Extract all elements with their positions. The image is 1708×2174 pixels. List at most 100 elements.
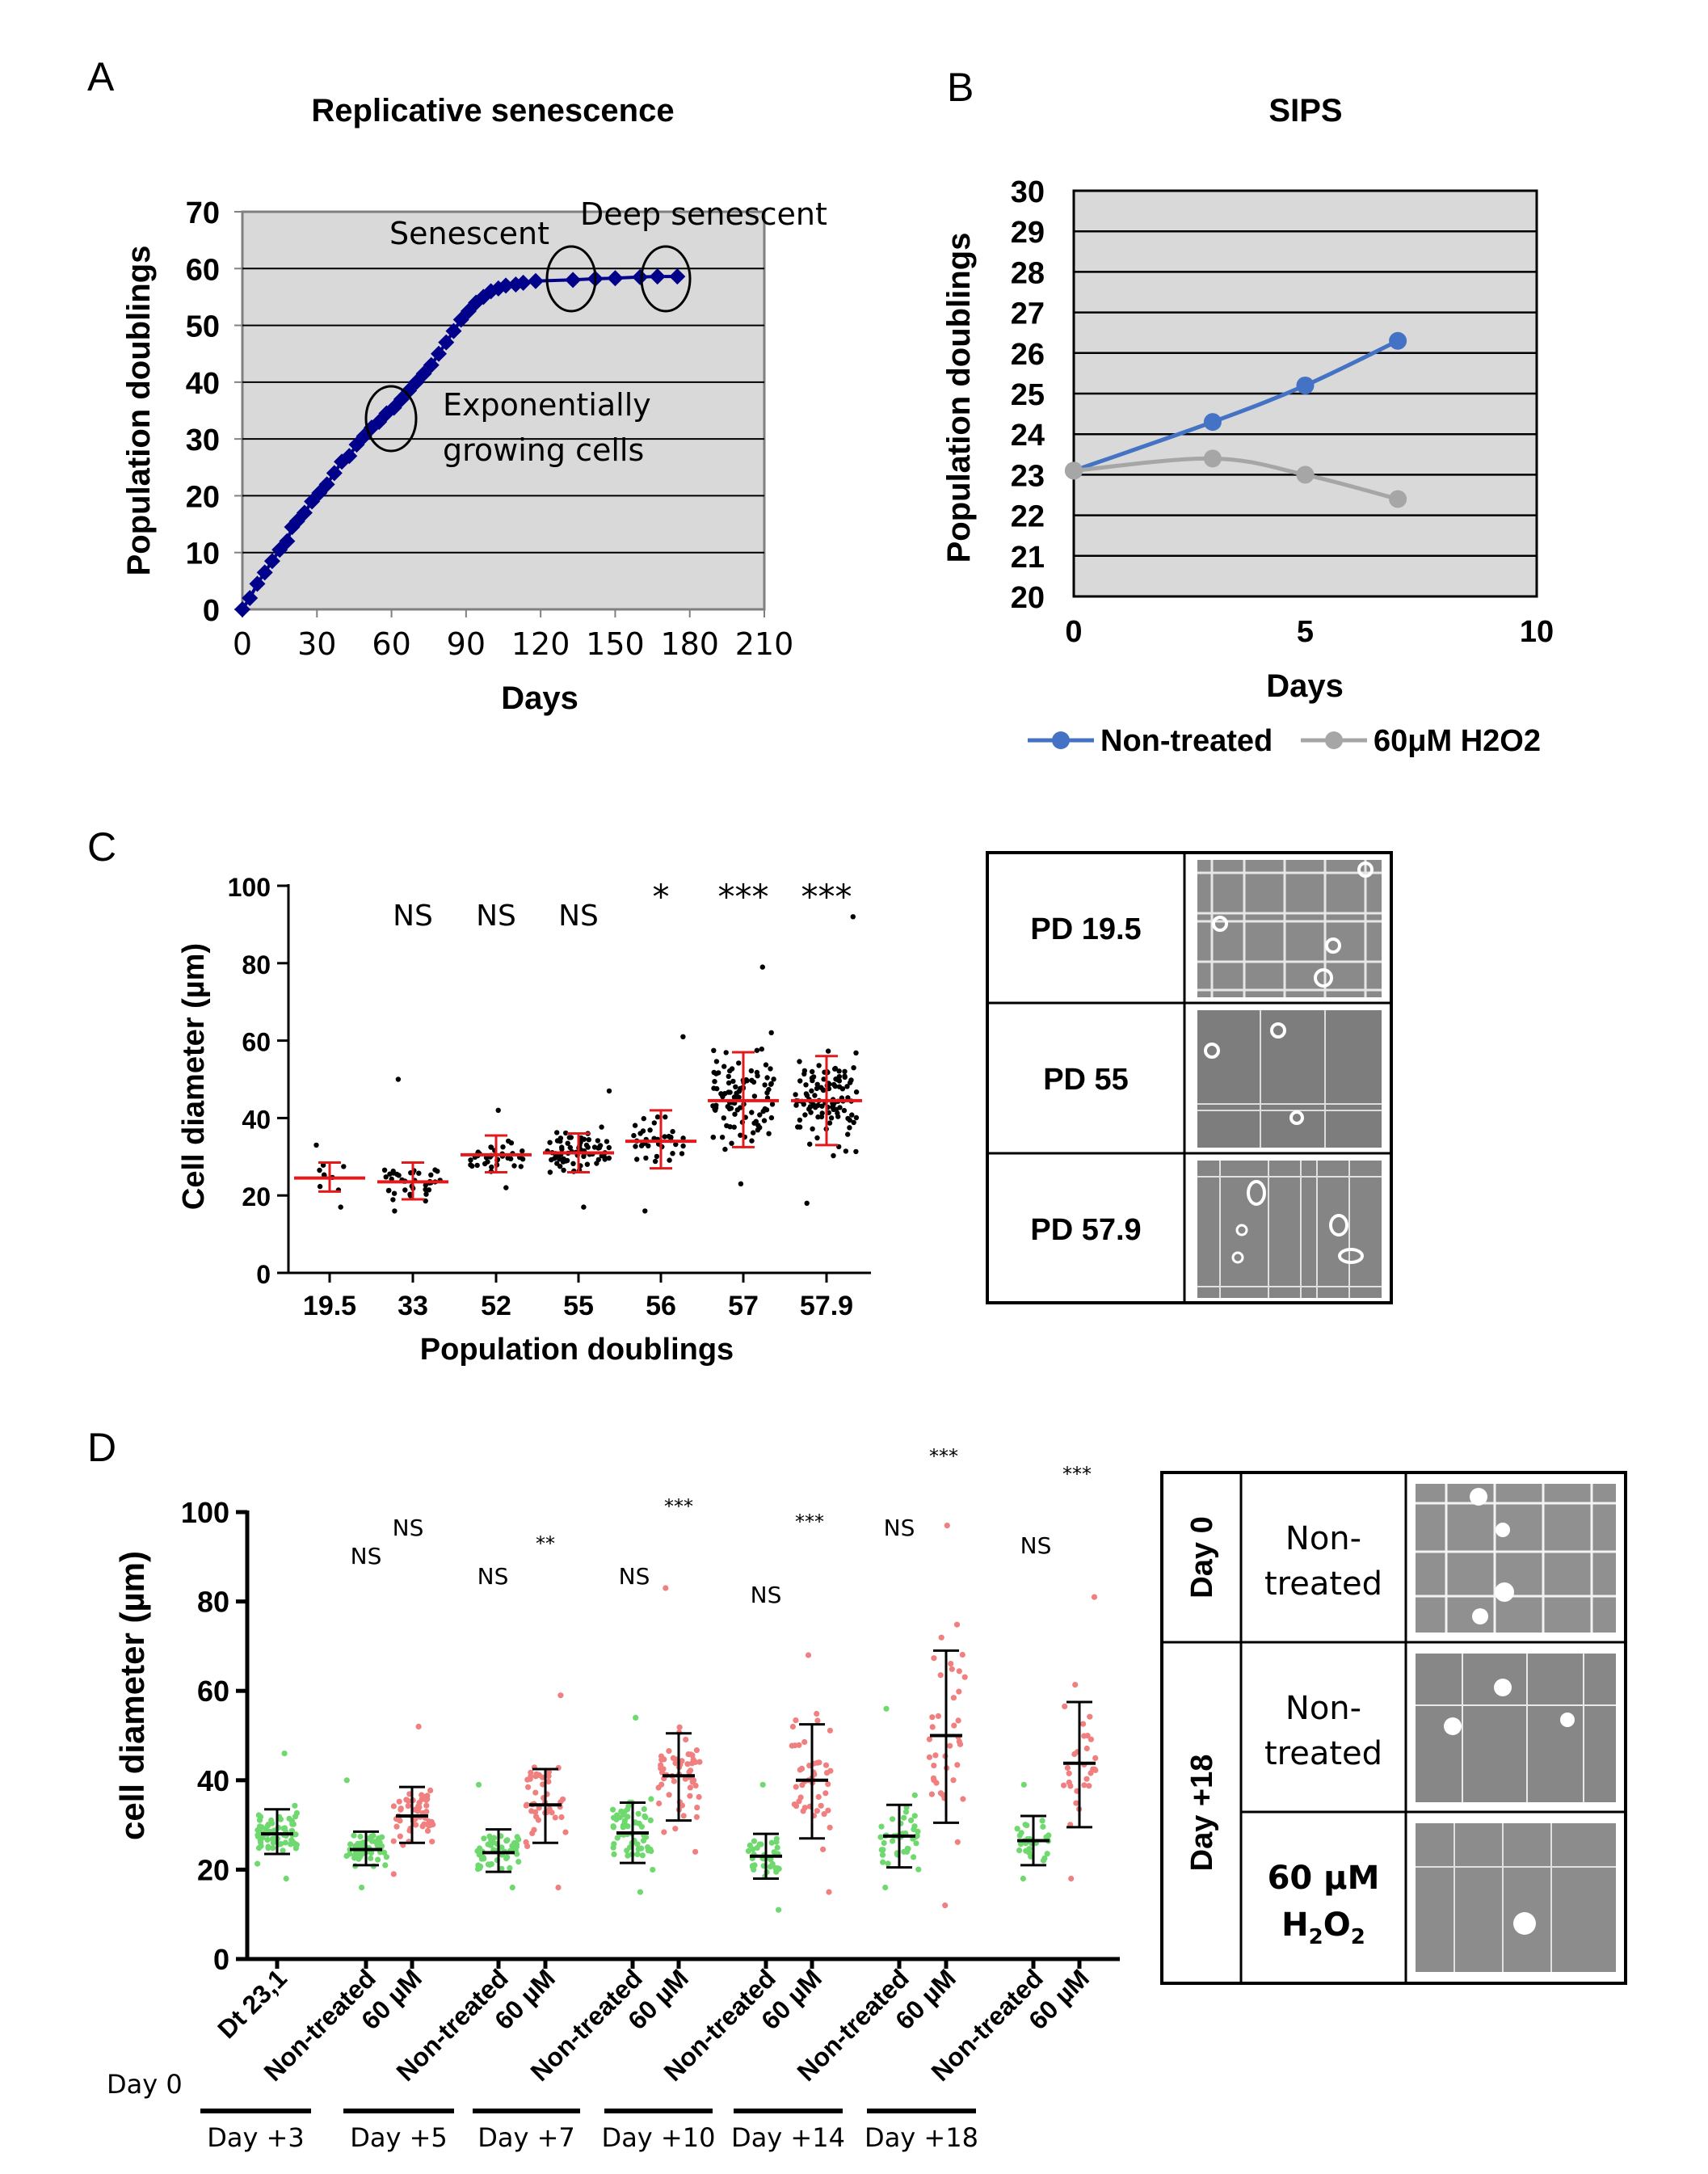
panel-d-dot [611,1851,617,1857]
panel-c-dot [754,1069,760,1076]
panel-b-ytick-label: 25 [1011,378,1045,412]
panel-c-dot [762,1106,768,1112]
panel-d-dot [277,1816,284,1822]
panel-d-dot [532,1809,539,1815]
panel-c-dot [810,1074,817,1080]
panel-c-xtick-label: 19.5 [303,1291,356,1321]
panel-c-dot [712,1079,717,1085]
panel-a-data-point [249,575,266,592]
panel-c-dot [317,1167,322,1173]
panel-b-series-line [1073,456,1399,501]
panel-c-dot [731,1124,737,1130]
panel-d-dot [878,1823,885,1830]
panel-c-dot [557,1135,564,1141]
panel-c-dot [793,1092,798,1098]
panel-d-dot [383,1854,389,1860]
panel-d-dot [929,1724,936,1730]
panel-d-dot [533,1771,540,1777]
panel-c-dot [749,1138,755,1144]
panel-d-chart: 0 20 40 60 80 100 NS NS NS ** NS *** NS *** NS *** NS **… [107,1445,1120,2153]
panel-c-dot [662,1134,667,1140]
panel-d-dot [689,1779,696,1785]
panel-b-data-point [1389,331,1407,350]
panel-c-dot [667,1157,672,1163]
panel-a-xtick-label: 210 [735,626,794,662]
panel-d-dot [821,1811,827,1818]
panel-d-dot [820,1846,827,1852]
panel-a-data-point [669,268,686,285]
panel-d-dot [1087,1713,1093,1720]
panel-d-dot [956,1688,962,1695]
panel-d-dot [370,1832,377,1839]
panel-c-dot [827,1120,833,1126]
panel-d-dot [822,1762,830,1768]
panel-d-dot [901,1814,907,1821]
panel-d-dot [880,1859,886,1865]
panel-d-dot [637,1889,644,1895]
panel-d-dot [610,1823,616,1830]
panel-a-data-point [445,322,462,339]
panel-c-dot [803,1082,809,1088]
panel-d-dot [1041,1855,1048,1861]
panel-d-dot [933,1780,940,1786]
panel-d-group-label: Day +10 [602,2122,716,2153]
panel-d-dot [769,1860,776,1867]
panel-c-xlabel: Population doublings [420,1333,734,1367]
panel-d-dot [390,1803,397,1810]
panel-a-xtick-label: 120 [511,626,570,662]
panel-d-dot [926,1754,932,1760]
panel-d-ytick-label: 100 [181,1496,229,1529]
panel-c-dot [828,1115,835,1121]
panel-d-dot [282,1839,288,1846]
panel-b-ytick-label: 30 [1011,175,1045,209]
panel-c-dot [853,1114,860,1121]
panel-d-dot [1083,1745,1090,1752]
panel-d-dot [822,1790,829,1797]
panel-d-dot [688,1767,694,1774]
panel-b-xtick-label: 10 [1520,615,1554,649]
panel-c-dot [320,1162,326,1168]
panel-d-dot [915,1866,922,1873]
panel-c-dot [736,1060,742,1066]
panel-c-dot [736,1089,743,1094]
panel-c-dot [317,1183,323,1190]
panel-b-xtick-label: 0 [1065,615,1082,649]
panel-c-dot [565,1140,570,1146]
panel-c-dot [714,1085,720,1092]
panel-c-dot [768,1081,774,1087]
panel-c-dot [809,1088,814,1094]
panel-c-dot [663,1114,668,1120]
panel-d-group-label: Day +5 [350,2122,448,2153]
row2-label-line2: treated [1264,1735,1382,1772]
panel-d-dot [666,1792,672,1798]
panel-letter-d: D [87,1425,116,1470]
panel-d-dot [693,1814,700,1820]
panel-d-dot [513,1841,520,1847]
panel-c-dot [468,1162,473,1168]
panel-c-dot [520,1148,525,1154]
panel-d-dot [688,1751,694,1758]
cell-image-day0-nontreated [1416,1484,1616,1633]
panel-a-ytick-label: 0 [203,594,220,628]
panel-d-dot [524,1801,530,1808]
panel-d-dot [1062,1703,1068,1709]
panel-d-dot [954,1839,961,1845]
panel-d-dot [633,1714,639,1721]
panel-d-dot [258,1843,264,1849]
panel-d-dot [368,1855,374,1861]
panel-a-data-point [498,277,515,294]
panel-c-dot [832,1083,839,1089]
panel-c-dot [755,1127,761,1133]
panel-d-dot [1073,1800,1079,1806]
cell-image-day18-nontreated [1416,1654,1616,1802]
panel-d-dot [774,1844,780,1851]
panel-d-dot [523,1839,529,1845]
panel-c-dot [727,1068,733,1074]
panel-d-dot [791,1801,797,1808]
panel-c-dot [814,1135,820,1141]
panel-d-dot [959,1651,965,1658]
panel-b-chart: SIPS 20 21 22 23 24 25 26 27 28 29 30 0 5 10 Days Pop… [941,93,1554,758]
panel-d-dot [942,1902,949,1909]
panel-d-dot [359,1884,365,1891]
